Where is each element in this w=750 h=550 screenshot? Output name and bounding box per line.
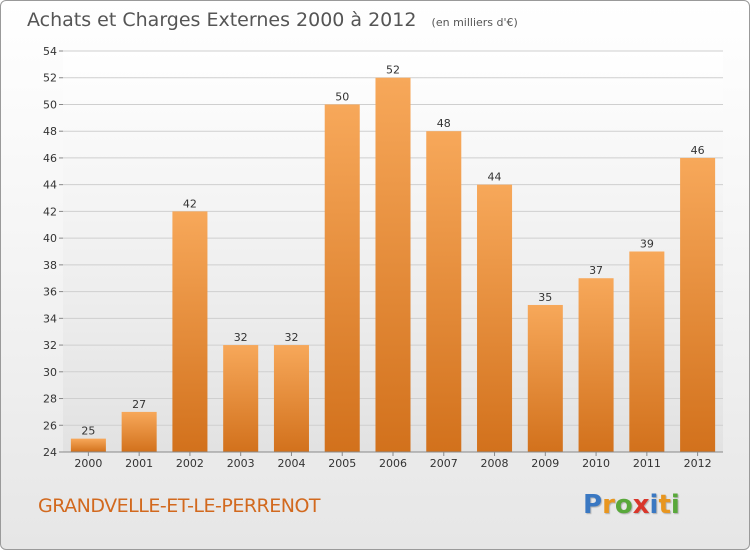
x-tick-label-2007: 2007 xyxy=(430,457,458,470)
bar-2002 xyxy=(172,211,208,452)
data-label-2007: 48 xyxy=(437,117,451,130)
x-tick-label-2011: 2011 xyxy=(633,457,661,470)
x-tick-label-2004: 2004 xyxy=(277,457,305,470)
data-label-2002: 42 xyxy=(183,197,197,210)
bar-2003 xyxy=(223,345,259,452)
proxiti-logo: Proxiti xyxy=(583,490,680,520)
bar-2005 xyxy=(324,104,360,452)
y-tick-label: 32 xyxy=(43,339,57,352)
y-tick-label: 48 xyxy=(43,125,57,138)
data-label-2006: 52 xyxy=(386,64,400,77)
y-tick-label: 34 xyxy=(43,312,57,325)
y-axis-ticks: 24 26 28 30 32 34 36 38 40 42 44 46 48 50 52 54 xyxy=(43,45,63,459)
data-labels: 25 27 42 32 32 50 52 48 44 35 37 39 46 xyxy=(81,64,704,438)
bar-2007 xyxy=(426,131,462,452)
data-label-2003: 32 xyxy=(234,331,248,344)
data-label-2012: 46 xyxy=(691,144,705,157)
y-tick-label: 26 xyxy=(43,419,57,432)
x-axis-ticks: 2000 2001 2002 2003 2004 2005 2006 2007 2008 2009… xyxy=(74,452,712,470)
y-tick-label: 42 xyxy=(43,205,57,218)
y-tick-label: 44 xyxy=(43,179,57,192)
y-tick-label: 46 xyxy=(43,152,57,165)
bar-2008 xyxy=(477,184,513,452)
bar-2000 xyxy=(70,438,106,452)
x-tick-label-2002: 2002 xyxy=(176,457,204,470)
chart-unit-text: (en milliers d'€) xyxy=(432,16,518,29)
y-tick-label: 30 xyxy=(43,366,57,379)
data-label-2001: 27 xyxy=(132,398,146,411)
x-tick-label-2003: 2003 xyxy=(227,457,255,470)
logo-letter: o xyxy=(614,490,633,520)
logo-letter: r xyxy=(602,490,615,520)
y-tick-label: 38 xyxy=(43,259,57,272)
data-label-2009: 35 xyxy=(538,291,552,304)
bar-2010 xyxy=(578,278,614,452)
logo-letter: P xyxy=(583,490,603,520)
y-tick-label: 28 xyxy=(43,393,57,406)
x-tick-label-2008: 2008 xyxy=(481,457,509,470)
logo-letter: i xyxy=(649,490,659,520)
bar-2009 xyxy=(527,304,563,452)
bar-2006 xyxy=(375,77,411,452)
x-tick-label-2005: 2005 xyxy=(328,457,356,470)
y-tick-label: 54 xyxy=(43,45,57,58)
y-tick-label: 52 xyxy=(43,72,57,85)
x-tick-label-2006: 2006 xyxy=(379,457,407,470)
x-tick-label-2001: 2001 xyxy=(125,457,153,470)
bar-2012 xyxy=(680,157,716,452)
data-label-2004: 32 xyxy=(284,331,298,344)
bar-2011 xyxy=(629,251,665,452)
logo-letter: i xyxy=(670,490,680,520)
commune-name: GRANDVELLE-ET-LE-PERRENOT xyxy=(38,495,321,517)
data-label-2010: 37 xyxy=(589,264,603,277)
x-tick-label-2010: 2010 xyxy=(582,457,610,470)
chart-title: Achats et Charges Externes 2000 à 2012 (… xyxy=(27,9,518,31)
bars xyxy=(70,77,716,452)
data-label-2011: 39 xyxy=(640,238,654,251)
y-tick-label: 24 xyxy=(43,446,57,459)
y-tick-label: 50 xyxy=(43,98,57,111)
bar-2001 xyxy=(121,411,157,452)
bar-2004 xyxy=(273,345,309,452)
x-tick-label-2000: 2000 xyxy=(74,457,102,470)
x-tick-label-2009: 2009 xyxy=(531,457,559,470)
logo-letter: t xyxy=(658,490,671,520)
data-label-2000: 25 xyxy=(81,425,95,438)
x-tick-label-2012: 2012 xyxy=(684,457,712,470)
y-tick-label: 36 xyxy=(43,286,57,299)
data-label-2008: 44 xyxy=(488,171,502,184)
logo-letter: x xyxy=(632,490,650,520)
chart-title-text: Achats et Charges Externes 2000 à 2012 xyxy=(27,9,416,31)
y-tick-label: 40 xyxy=(43,232,57,245)
data-label-2005: 50 xyxy=(335,90,349,103)
